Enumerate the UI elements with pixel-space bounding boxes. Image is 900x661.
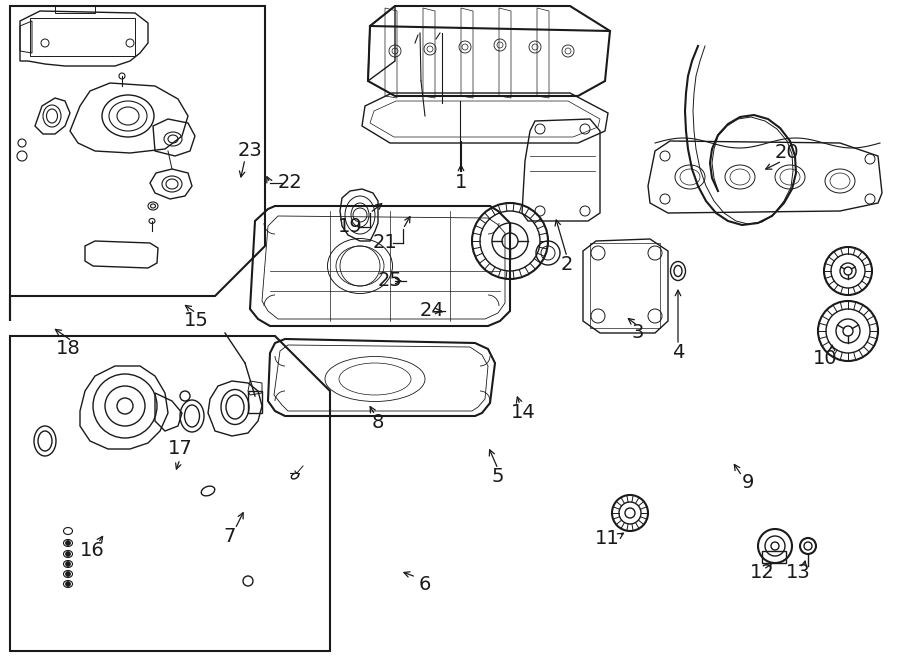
Text: 22: 22 (277, 173, 302, 192)
Text: 5: 5 (491, 467, 504, 486)
Text: 20: 20 (775, 143, 799, 163)
Bar (30, 18, 135, 56)
Text: 17: 17 (167, 440, 193, 459)
Text: 9: 9 (742, 473, 754, 492)
Bar (762, 551, 786, 563)
Text: 2: 2 (561, 256, 573, 274)
Bar (248, 391, 262, 413)
Circle shape (66, 582, 70, 586)
Circle shape (66, 541, 70, 545)
Text: 11: 11 (595, 529, 619, 549)
Text: 21: 21 (373, 233, 398, 253)
Text: 14: 14 (510, 403, 536, 422)
Text: 23: 23 (238, 141, 263, 161)
Text: 4: 4 (671, 344, 684, 362)
Text: 7: 7 (224, 527, 236, 547)
Text: 6: 6 (418, 576, 431, 594)
Circle shape (66, 551, 70, 557)
Text: 15: 15 (184, 311, 209, 330)
Text: 13: 13 (786, 563, 810, 582)
Text: 16: 16 (79, 541, 104, 561)
Bar (590, 243, 660, 328)
Text: 8: 8 (372, 414, 384, 432)
Text: 18: 18 (56, 340, 80, 358)
Text: 1: 1 (454, 173, 467, 192)
Circle shape (66, 572, 70, 576)
Text: 25: 25 (378, 272, 402, 290)
Text: 12: 12 (750, 563, 774, 582)
Text: 3: 3 (632, 323, 644, 342)
Text: 19: 19 (338, 217, 363, 237)
Text: 10: 10 (813, 348, 837, 368)
Circle shape (66, 561, 70, 566)
Text: 24: 24 (419, 301, 445, 321)
